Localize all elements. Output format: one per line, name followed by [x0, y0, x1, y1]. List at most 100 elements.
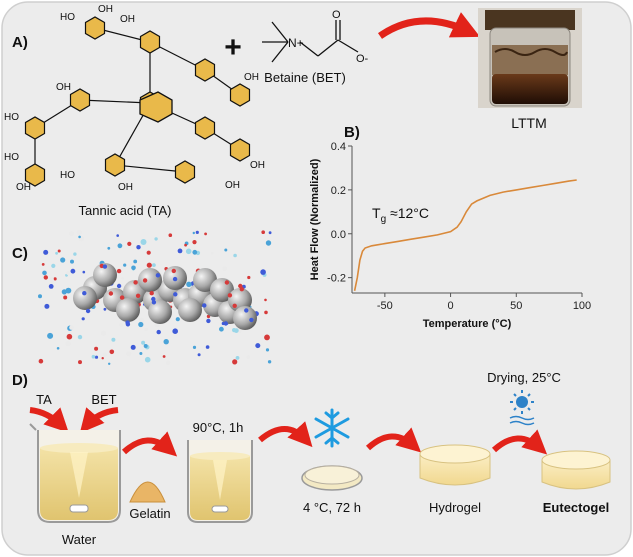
surface-atom-24: [202, 303, 207, 308]
solvent-atom-165: [197, 353, 201, 357]
solvent-atom-138: [235, 356, 240, 360]
solvent-atom-112: [94, 355, 99, 359]
hydrogel-disc: [419, 444, 491, 486]
solvent-atom-8: [78, 360, 82, 365]
solvent-atom-169: [219, 326, 224, 332]
solvent-atom-38: [82, 270, 86, 274]
bet-label: BET: [91, 392, 116, 407]
ta-arrow: [29, 407, 69, 433]
solvent-atom-148: [60, 257, 66, 263]
hydroxyl-ho-label-0: HO: [60, 12, 75, 23]
solvent-atom-120: [260, 269, 266, 275]
solvent-atom-98: [63, 295, 68, 300]
surface-atom-17: [172, 276, 178, 282]
hydroxyl-label-0: OH: [98, 4, 113, 15]
galloyl-ring-11: [174, 160, 196, 184]
solvent-atom-51: [264, 298, 267, 302]
arrow-to-hydrogel: [365, 427, 422, 453]
solvent-atom-10: [121, 276, 124, 280]
solvent-atom-69: [264, 310, 268, 315]
surface-atom-3: [171, 268, 176, 274]
solvent-atom-49: [192, 249, 198, 255]
galloyl-ring-10: [104, 153, 126, 177]
water-label: Water: [62, 532, 97, 547]
surface-atom-11: [82, 291, 87, 296]
hydroxyl-ho-label-3: HO: [60, 170, 75, 181]
solvent-atom-94: [111, 337, 116, 342]
surface-atom-21: [108, 291, 114, 296]
solvent-atom-114: [68, 231, 74, 237]
ta-label: TA: [36, 392, 52, 407]
solvent-atom-11: [94, 346, 99, 351]
surface-atom-12: [244, 308, 249, 313]
x-tick-label-0: -50: [377, 300, 393, 312]
eutectogel-label: Eutectogel: [543, 500, 609, 515]
series-line-0: [353, 179, 577, 291]
y-axis-label: Heat Flow (Normalized): [309, 158, 321, 280]
solvent-atom-73: [126, 351, 132, 357]
solvent-atom-160: [136, 245, 141, 250]
tannic-acid-atom-19: [233, 306, 257, 330]
hydroxyl-ho-label-2: HO: [4, 152, 19, 163]
solvent-atom-125: [129, 263, 133, 267]
surface-atom-2: [224, 280, 230, 285]
tannic-acid-atom-15: [93, 263, 117, 287]
hydroxyl-label-4: OH: [56, 82, 71, 93]
solvent-atom-151: [210, 251, 214, 255]
surface-atom-26: [238, 283, 243, 289]
solvent-atom-168: [70, 268, 76, 274]
tannic-acid-atom-17: [148, 300, 172, 324]
hydroxyl-label-5: OH: [16, 182, 31, 193]
galloyl-ring-1: [139, 30, 161, 54]
solvent-atom-54: [233, 253, 237, 258]
eutectogel-disc: [541, 450, 611, 490]
tannic-acid-atom-9: [138, 268, 162, 292]
surface-atom-19: [102, 264, 108, 269]
solvent-atom-16: [141, 340, 146, 345]
molecular-dynamics-snapshot: [38, 229, 272, 366]
gelatin-pile: [129, 481, 166, 503]
surface-atom-8: [206, 318, 211, 324]
lttm-label: LTTM: [511, 115, 547, 131]
solvent-atom-119: [44, 303, 50, 309]
arrow-to-gelatin: [121, 431, 178, 457]
solvent-atom-81: [38, 294, 42, 299]
petri-dish: [301, 465, 363, 491]
x-tick-label-3: 100: [573, 300, 591, 312]
heating-label: 90°C, 1h: [193, 420, 244, 435]
lttm-jar: [478, 8, 582, 108]
solvent-atom-161: [139, 352, 143, 355]
surface-atom-5: [151, 300, 157, 305]
ester-bond-4: [79, 99, 151, 104]
solvent-atom-90: [51, 263, 56, 268]
solvent-atom-131: [47, 332, 54, 339]
solvent-atom-144: [130, 344, 136, 350]
solvent-atom-123: [265, 348, 270, 352]
galloyl-ring-9: [24, 163, 46, 187]
solvent-atom-26: [43, 249, 49, 255]
solvent-atom-68: [103, 307, 107, 311]
surface-atom-28: [116, 283, 122, 289]
solvent-atom-6: [65, 287, 72, 294]
y-tick-label-3: 0.4: [331, 141, 346, 153]
solvent-atom-84: [76, 229, 83, 236]
solvent-atom-37: [56, 347, 60, 350]
solvent-atom-88: [177, 248, 183, 254]
panel-d-label: D): [12, 372, 28, 389]
surface-atom-27: [116, 268, 122, 274]
solvent-atom-149: [65, 340, 71, 347]
solvent-atom-42: [144, 356, 151, 363]
solvent-atom-128: [118, 322, 124, 328]
solvent-atom-147: [222, 266, 228, 272]
surface-atom-15: [85, 308, 91, 314]
solvent-atom-159: [265, 240, 272, 246]
galloyl-ring-2: [194, 58, 216, 82]
solvent-atom-52: [81, 317, 85, 321]
solvent-atom-29: [163, 339, 169, 345]
solvent-atom-89: [41, 263, 45, 266]
hydroxyl-label-3: OH: [250, 160, 265, 171]
galloyl-ring-8: [24, 116, 46, 140]
surface-atom-18: [142, 278, 148, 283]
surface-atom-1: [151, 296, 156, 302]
